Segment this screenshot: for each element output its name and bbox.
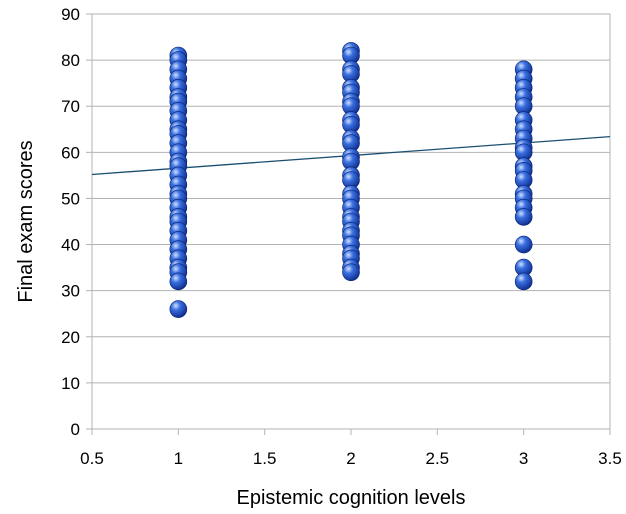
data-point <box>514 272 533 291</box>
data-point <box>514 235 533 254</box>
data-point <box>169 300 188 318</box>
data-points <box>169 42 533 318</box>
x-tick-label: 0.5 <box>80 449 104 468</box>
data-point <box>342 263 360 282</box>
x-tick-label: 2 <box>346 449 355 468</box>
x-tick-label: 3 <box>519 449 528 468</box>
x-axis-ticks: 0.5 1 1.5 2 2.5 3 3.5 <box>80 429 622 468</box>
y-tick-label: 80 <box>61 51 80 70</box>
y-axis-title: Final exam scores <box>15 140 37 302</box>
y-tick-label: 0 <box>71 420 80 439</box>
x-tick-label: 1 <box>174 449 183 468</box>
y-axis-ticks: 0 10 20 30 40 50 60 70 80 90 <box>61 5 92 439</box>
y-tick-label: 40 <box>61 236 80 255</box>
y-tick-label: 60 <box>61 143 80 162</box>
x-tick-label: 3.5 <box>598 449 622 468</box>
x-tick-label: 2.5 <box>426 449 450 468</box>
y-tick-label: 30 <box>61 282 80 301</box>
data-point <box>169 272 188 291</box>
x-axis-title: Epistemic cognition levels <box>237 487 466 509</box>
y-tick-label: 70 <box>61 97 80 116</box>
y-tick-label: 10 <box>61 374 80 393</box>
x-tick-label: 1.5 <box>253 449 277 468</box>
data-point <box>514 208 533 226</box>
y-tick-label: 50 <box>61 189 80 208</box>
y-tick-label: 20 <box>61 328 80 347</box>
y-tick-label: 90 <box>61 5 80 24</box>
